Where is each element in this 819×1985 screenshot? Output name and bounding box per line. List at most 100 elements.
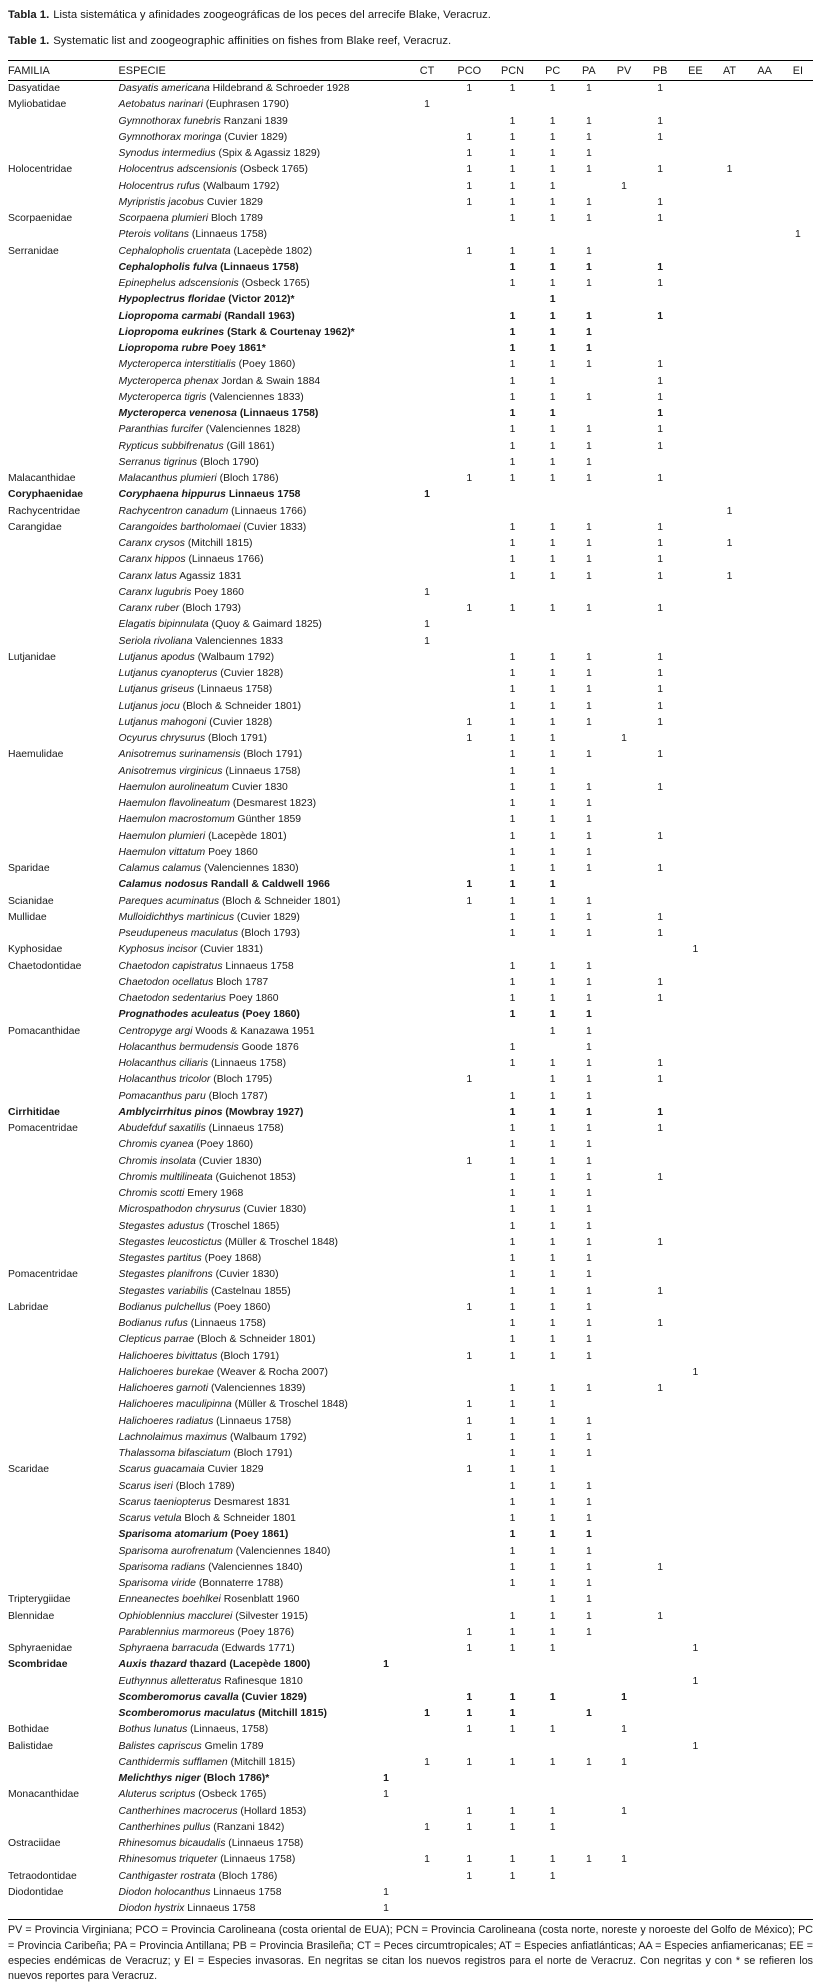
presence-cell-pb: 1 bbox=[642, 390, 678, 406]
species-name: Holacanthus tricolor bbox=[118, 1074, 211, 1086]
presence-cell-aa bbox=[747, 715, 783, 731]
species-cell: Halichoeres bivittatus (Bloch 1791) bbox=[119, 1349, 407, 1365]
presence-cell-ee bbox=[678, 650, 712, 666]
presence-cell-pv bbox=[606, 1527, 642, 1543]
presence-cell-pv bbox=[606, 1836, 642, 1852]
species-cell: Scarus vetula Bloch & Schneider 1801 bbox=[119, 1511, 407, 1527]
species-row: Holacanthus ciliaris (Linnaeus 1758) 1 1 1 1 bbox=[8, 1056, 813, 1072]
presence-cell-aa bbox=[747, 211, 783, 227]
presence-value: 1 bbox=[549, 830, 556, 842]
presence-cell-pb: 1 bbox=[642, 422, 678, 438]
presence-cell-pb: 1 bbox=[642, 1381, 678, 1397]
species-cell: Sparisoma atomarium (Poey 1861) bbox=[119, 1527, 407, 1543]
family-cell: Sparidae bbox=[8, 863, 50, 874]
presence-cell-pc bbox=[534, 1787, 572, 1803]
presence-cell-ei bbox=[783, 991, 813, 1007]
presence-cell-ee bbox=[678, 536, 712, 552]
family-cell bbox=[8, 796, 119, 812]
presence-cell-ei bbox=[783, 731, 813, 747]
presence-cell-ee bbox=[678, 1446, 712, 1462]
column-header-pb: PB bbox=[652, 64, 668, 77]
presence-cell-aa bbox=[747, 585, 783, 601]
presence-value: 1 bbox=[509, 180, 516, 192]
presence-value: 1 bbox=[549, 1269, 556, 1281]
species-authority: (Walbaum 1792) bbox=[227, 1431, 307, 1443]
presence-cell-pco bbox=[447, 617, 491, 633]
species-name: Cantherhines macrocerus bbox=[118, 1805, 238, 1817]
species-authority: (Mitchill 1815) bbox=[227, 1756, 296, 1768]
presence-value: 1 bbox=[621, 1756, 627, 1768]
presence-value: 1 bbox=[466, 1301, 473, 1313]
presence-value: 1 bbox=[549, 700, 556, 712]
species-row: Scarus iseri (Bloch 1789) 1 1 1 bbox=[8, 1479, 813, 1495]
family-cell: Pomacentridae bbox=[8, 1269, 78, 1281]
presence-cell-at bbox=[712, 1495, 746, 1511]
presence-cell-ee bbox=[678, 1349, 712, 1365]
presence-cell-ee bbox=[678, 861, 712, 877]
presence-cell-pb bbox=[642, 244, 678, 260]
family-cell bbox=[8, 926, 119, 942]
family-cell bbox=[8, 276, 119, 292]
presence-cell-pc: 1 bbox=[534, 1284, 572, 1300]
presence-cell-ct bbox=[407, 504, 447, 520]
presence-cell-at bbox=[712, 845, 746, 861]
presence-cell-pa: 1 bbox=[572, 1219, 606, 1235]
presence-cell-pa: 1 bbox=[572, 1089, 606, 1105]
presence-cell-pco bbox=[447, 861, 491, 877]
presence-cell-pv bbox=[606, 276, 642, 292]
presence-value: 1 bbox=[585, 1594, 592, 1606]
presence-cell-pa bbox=[572, 179, 606, 195]
species-row: Scomberomorus cavalla (Cuvier 1829) 1 1 1 1 bbox=[8, 1690, 813, 1706]
presence-value: 1 bbox=[549, 651, 556, 663]
presence-cell-pv bbox=[606, 1706, 642, 1722]
family-cell bbox=[8, 1202, 119, 1218]
species-name: Chaetodon sedentarius bbox=[118, 993, 226, 1004]
species-name: Lutjanus jocu bbox=[118, 700, 180, 712]
presence-cell-pco bbox=[447, 1544, 491, 1560]
presence-cell-ei bbox=[783, 97, 813, 113]
species-name: Scorpaena plumieri bbox=[118, 213, 209, 224]
species-authority: (Linnaeus 1758) bbox=[189, 229, 268, 241]
presence-cell-pv bbox=[606, 569, 642, 585]
presence-cell-ee bbox=[678, 1137, 712, 1153]
presence-cell-pc: 1 bbox=[534, 1560, 572, 1576]
presence-value: 1 bbox=[466, 1691, 473, 1703]
presence-value: 1 bbox=[585, 1578, 592, 1589]
species-row: Rhinesomus triqueter (Linnaeus 1758) 1 1 1 1… bbox=[8, 1852, 813, 1868]
species-cell: Clepticus parrae (Bloch & Schneider 1801… bbox=[119, 1332, 407, 1348]
species-cell: Caranx ruber (Bloch 1793) bbox=[119, 601, 407, 617]
presence-cell-pcn: 1 bbox=[491, 845, 533, 861]
presence-cell-ei bbox=[783, 569, 813, 585]
family-cell: Scorpaenidae bbox=[8, 213, 73, 224]
family-cell: Scombridae bbox=[8, 1659, 68, 1671]
presence-cell-aa bbox=[747, 1836, 783, 1852]
presence-cell-at bbox=[712, 1072, 746, 1088]
presence-cell-ei bbox=[783, 601, 813, 617]
presence-cell-aa bbox=[747, 601, 783, 617]
species-cell: Melichthys niger (Bloch 1786)* bbox=[119, 1771, 407, 1787]
species-authority: (Poey 1860) bbox=[210, 1301, 271, 1313]
presence-value: 1 bbox=[657, 538, 664, 549]
species-name: Sparisoma viride bbox=[118, 1578, 196, 1589]
presence-cell-ct: 1 bbox=[383, 1885, 447, 1901]
species-row: Caranx hippos (Linnaeus 1766) 1 1 1 1 bbox=[8, 552, 813, 568]
presence-value: 1 bbox=[549, 928, 556, 939]
presence-cell-pc: 1 bbox=[534, 357, 572, 373]
species-row: Haemulon plumieri (Lacepède 1801) 1 1 1 1 bbox=[8, 829, 813, 845]
presence-cell-aa bbox=[747, 374, 783, 390]
presence-cell-pc: 1 bbox=[534, 211, 572, 227]
presence-cell-at bbox=[712, 731, 746, 747]
presence-cell-pcn: 1 bbox=[491, 309, 533, 325]
species-name: Holocentrus adscensionis bbox=[118, 164, 237, 176]
presence-cell-pco bbox=[447, 926, 491, 942]
species-name: Auxis thazard bbox=[118, 1659, 187, 1671]
presence-cell-ct bbox=[407, 211, 447, 227]
species-cell: Stegastes variabilis (Castelnau 1855) bbox=[119, 1284, 407, 1300]
family-cell: Rachycentridae bbox=[8, 505, 81, 517]
species-cell: Dasyatis americana Hildebrand & Schroede… bbox=[119, 81, 407, 98]
presence-cell-ee bbox=[678, 309, 712, 325]
presence-cell-aa bbox=[747, 179, 783, 195]
presence-cell-pco bbox=[447, 764, 491, 780]
presence-value: 1 bbox=[509, 196, 516, 208]
presence-cell-ei bbox=[783, 715, 813, 731]
